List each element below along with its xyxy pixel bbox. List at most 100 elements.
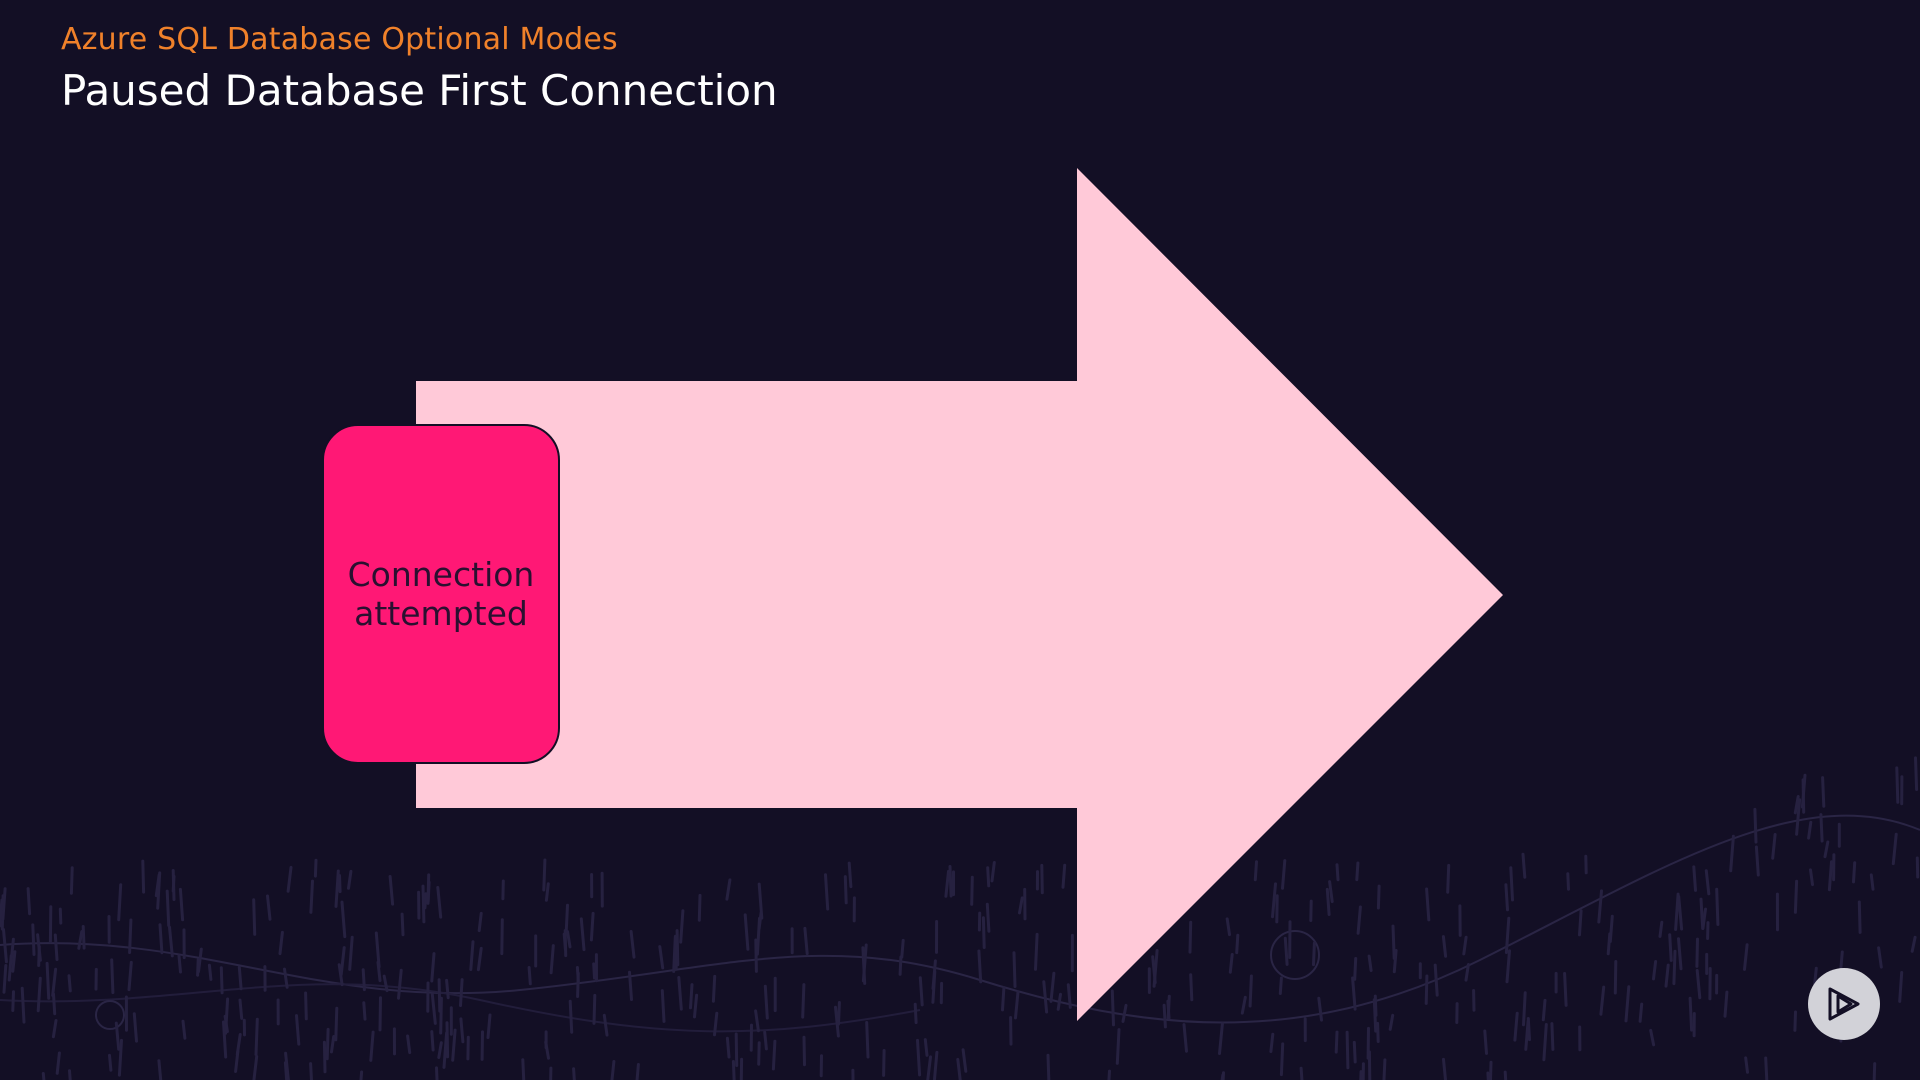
step-connection-attempted: Connection attempted <box>322 424 560 764</box>
tick-mark <box>1695 937 1699 968</box>
tick-mark <box>1056 992 1062 1011</box>
tick-mark <box>1328 880 1334 904</box>
tick-mark <box>156 871 162 910</box>
tick-mark <box>362 1001 367 1021</box>
tick-mark <box>0 898 4 928</box>
tick-mark <box>977 949 983 984</box>
tick-mark <box>1279 1042 1285 1077</box>
tick-mark <box>1049 971 1056 1003</box>
tick-mark <box>1857 900 1862 934</box>
tick-mark <box>1599 985 1606 1016</box>
tick-mark <box>459 978 464 1007</box>
tick-mark <box>948 865 953 898</box>
tick-mark <box>916 1038 922 1077</box>
tick-mark <box>304 991 308 1021</box>
tick-mark <box>602 1013 609 1037</box>
tick-marks <box>0 756 1920 1080</box>
tick-mark <box>754 1009 760 1033</box>
tick-mark <box>629 930 636 959</box>
tick-mark <box>635 1063 640 1080</box>
tick-mark <box>1513 1011 1519 1042</box>
tick-mark <box>53 933 59 961</box>
tick-mark <box>801 983 806 1019</box>
tick-mark <box>1162 1003 1167 1029</box>
tick-mark <box>743 913 750 951</box>
tick-mark <box>755 916 761 956</box>
tick-mark <box>1704 869 1711 896</box>
tick-mark <box>576 971 580 998</box>
tick-mark <box>933 1050 939 1080</box>
tick-mark <box>1819 813 1824 843</box>
tick-mark <box>1664 963 1670 988</box>
tick-mark <box>1852 861 1857 884</box>
tick-mark <box>430 992 437 1025</box>
play-logo-icon <box>1828 987 1860 1021</box>
tick-mark <box>1376 884 1381 910</box>
tick-mark <box>861 943 868 983</box>
tick-mark <box>521 1058 526 1080</box>
tick-mark <box>165 889 171 927</box>
tick-mark <box>1800 773 1807 809</box>
tick-mark <box>11 990 15 1012</box>
tick-mark <box>689 983 694 1010</box>
play-logo-button[interactable] <box>1808 968 1880 1040</box>
tick-mark <box>1355 861 1360 882</box>
tick-mark <box>1821 776 1826 808</box>
tick-mark <box>763 1030 768 1051</box>
tick-mark <box>196 958 200 977</box>
tick-mark <box>1424 974 1429 1005</box>
tick-mark <box>725 878 732 901</box>
tick-mark <box>1388 1013 1395 1031</box>
tick-mark <box>549 944 555 975</box>
tick-mark <box>1066 983 1072 1009</box>
tick-mark <box>334 869 340 908</box>
flow-arrow-shape <box>416 168 1503 1021</box>
tick-mark <box>1001 986 1006 1012</box>
tick-mark <box>1729 834 1735 873</box>
tick-mark <box>1649 1028 1656 1047</box>
tick-mark <box>1182 1023 1188 1053</box>
tick-mark <box>469 940 475 971</box>
tick-mark <box>1462 935 1468 956</box>
tick-mark <box>592 962 596 980</box>
tick-mark <box>628 970 633 1001</box>
tick-mark <box>803 926 809 956</box>
tick-mark <box>117 1038 123 1077</box>
tick-mark <box>266 894 272 921</box>
tick-mark <box>41 1072 46 1080</box>
tick-mark <box>1809 868 1814 887</box>
tick-mark <box>1895 766 1900 804</box>
tick-mark <box>2 928 8 964</box>
tick-mark <box>171 874 176 893</box>
tick-mark <box>376 960 382 983</box>
tick-mark <box>58 907 63 925</box>
tick-mark <box>981 916 986 949</box>
tick-mark <box>1692 865 1697 892</box>
tick-mark <box>739 1057 744 1080</box>
tick-mark <box>1040 863 1044 895</box>
tick-mark <box>675 929 680 967</box>
tick-mark <box>1218 1022 1224 1055</box>
tick-mark <box>1228 953 1234 974</box>
tick-mark <box>544 1040 550 1060</box>
tick-mark <box>426 873 431 905</box>
tick-mark <box>674 934 678 970</box>
slide-subtitle: Azure SQL Database Optional Modes <box>61 22 618 57</box>
tick-mark <box>679 909 685 944</box>
tick-mark <box>1359 1070 1363 1080</box>
tick-mark <box>37 945 41 967</box>
tick-mark <box>55 1051 61 1075</box>
tick-mark <box>325 1027 330 1061</box>
tick-mark <box>923 1038 929 1057</box>
tick-mark <box>1221 1071 1225 1080</box>
tick-mark <box>1504 916 1511 954</box>
tick-mark <box>451 1028 457 1062</box>
tick-mark <box>1898 971 1904 1003</box>
tick-mark <box>322 1040 327 1074</box>
tick-mark <box>1695 969 1702 1000</box>
tick-mark <box>847 861 853 889</box>
step-label: Connection attempted <box>347 555 535 633</box>
tick-mark <box>1521 852 1527 879</box>
tick-mark <box>1012 951 1017 988</box>
